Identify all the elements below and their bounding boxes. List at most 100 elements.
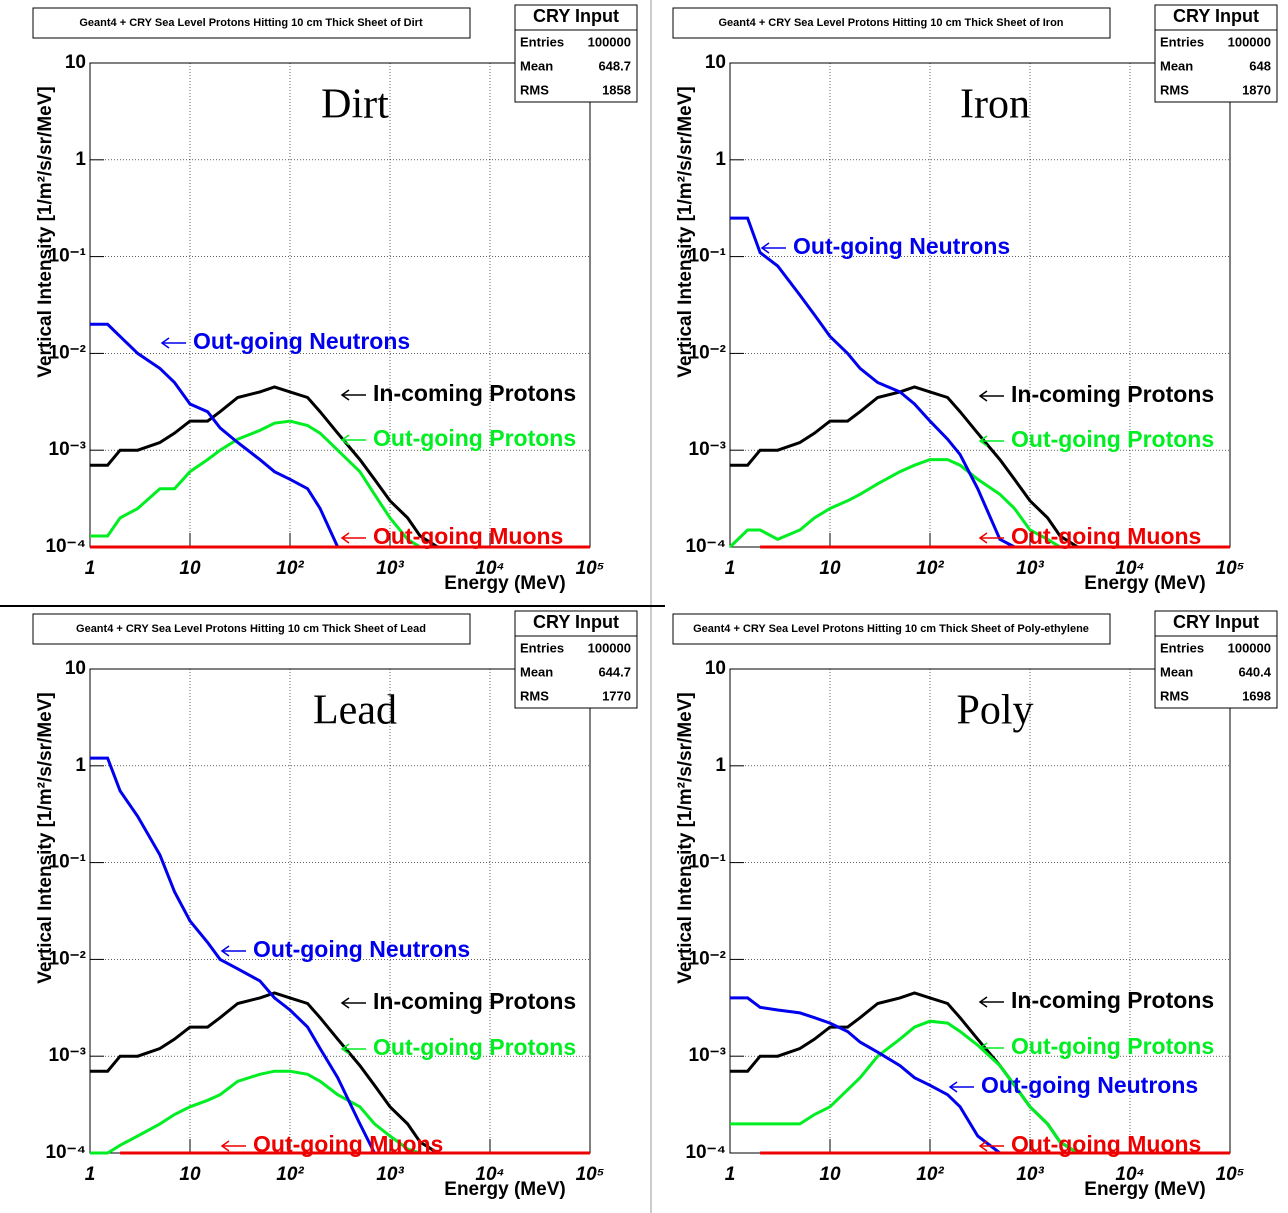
y-tick-label: 10 — [705, 52, 726, 73]
x-tick-label: 10 — [179, 558, 201, 579]
series-line — [728, 458, 1230, 549]
x-tick-label: 10 — [819, 558, 841, 579]
stats-label: RMS — [1160, 82, 1189, 97]
chart-panel: 10⁻⁴ 10⁻³ 10⁻² 10⁻¹ 1 10 1 10 10² 10³ 10⁴ 10⁵ In-com… — [32, 610, 638, 1200]
y-tick-label: 10 — [65, 658, 86, 679]
stats-box — [1154, 4, 1278, 103]
stats-value: 100000 — [1228, 640, 1271, 655]
label-arrowhead — [340, 532, 350, 544]
annotation: Iron — [960, 82, 1030, 128]
y-axis-label: Vertical Intensity [1/m²/s/sr/MeV] — [675, 86, 696, 377]
stats-value: 648.7 — [598, 58, 631, 73]
label-arrowhead — [978, 996, 988, 1008]
label-arrowhead — [978, 1042, 988, 1054]
title-box — [32, 7, 471, 39]
label-arrowhead — [978, 390, 988, 402]
stats-label: Entries — [1160, 640, 1204, 655]
x-tick-label: 1 — [725, 1164, 736, 1185]
annotation: Dirt — [321, 82, 389, 128]
y-tick-label: 10⁻³ — [689, 1045, 727, 1066]
label-arrowhead — [340, 434, 350, 446]
title-box — [672, 7, 1111, 39]
label-arrowhead — [340, 389, 350, 401]
title-box — [672, 613, 1111, 645]
series-label: Out-going Muons — [253, 1131, 443, 1157]
label-arrowhead — [978, 1140, 988, 1152]
series-line — [90, 1069, 590, 1155]
stats-label: Entries — [520, 34, 564, 49]
series-label: Out-going Protons — [1011, 426, 1214, 452]
y-tick-label: 10⁻³ — [49, 439, 87, 460]
x-tick-label: 10⁵ — [1216, 558, 1245, 579]
x-tick-label: 1 — [85, 1164, 96, 1185]
series-label: Out-going Muons — [373, 523, 563, 549]
series-label: Out-going Protons — [373, 1034, 576, 1060]
y-tick-label: 1 — [715, 755, 726, 776]
x-tick-label: 10³ — [376, 1164, 404, 1185]
annotation: Lead — [313, 688, 397, 734]
plot-area — [89, 668, 591, 1154]
stats-title: CRY Input — [533, 612, 619, 632]
y-axis-label: Vertical Intensity [1/m²/s/sr/MeV] — [35, 692, 56, 983]
y-tick-label: 10⁻² — [689, 948, 727, 969]
series-label: In-coming Protons — [1011, 381, 1214, 407]
series-label: Out-going Protons — [373, 425, 576, 451]
stats-title: CRY Input — [533, 6, 619, 26]
series-label: Out-going Muons — [1011, 1131, 1201, 1157]
stats-label: Mean — [1160, 664, 1193, 679]
chart-title: Geant4 + CRY Sea Level Protons Hitting 1… — [76, 623, 426, 635]
stats-label: Entries — [520, 640, 564, 655]
y-tick-label: 10⁻¹ — [689, 852, 727, 873]
y-tick-label: 1 — [75, 755, 86, 776]
chart-panel: 10⁻⁴ 10⁻³ 10⁻² 10⁻¹ 1 10 1 10 10² 10³ 10⁴ 10⁵ In-com… — [32, 4, 638, 594]
x-tick-label: 10³ — [1016, 1164, 1044, 1185]
y-tick-label: 10⁻³ — [689, 439, 727, 460]
label-arrowhead — [978, 532, 988, 544]
title-box — [32, 613, 471, 645]
x-tick-label: 10⁵ — [576, 1164, 605, 1185]
series-label: In-coming Protons — [1011, 987, 1214, 1013]
stats-label: Entries — [1160, 34, 1204, 49]
x-tick-label: 10⁵ — [576, 558, 605, 579]
stats-value: 100000 — [588, 34, 631, 49]
label-arrowhead — [948, 1081, 958, 1093]
series-label: Out-going Neutrons — [253, 936, 470, 962]
stats-box — [514, 610, 638, 709]
x-axis-label: Energy (MeV) — [1084, 573, 1205, 594]
series-label: Out-going Muons — [1011, 523, 1201, 549]
stats-label: Mean — [1160, 58, 1193, 73]
stats-label: RMS — [520, 688, 549, 703]
x-axis-label: Energy (MeV) — [1084, 1179, 1205, 1200]
plot-area — [89, 62, 591, 548]
x-axis-label: Energy (MeV) — [444, 573, 565, 594]
y-tick-label: 1 — [715, 149, 726, 170]
series-line — [90, 419, 590, 549]
stats-value: 1870 — [1242, 82, 1271, 97]
y-tick-label: 10⁻¹ — [49, 246, 87, 267]
chart-panel: 10⁻⁴ 10⁻³ 10⁻² 10⁻¹ 1 10 1 10 10² 10³ 10⁴ 10⁵ In-com… — [672, 610, 1278, 1200]
series-line — [90, 385, 590, 549]
label-arrowhead — [760, 242, 770, 254]
x-tick-label: 10 — [179, 1164, 201, 1185]
plot-area — [729, 668, 1231, 1154]
x-tick-label: 10² — [276, 558, 304, 579]
chart-title: Geant4 + CRY Sea Level Protons Hitting 1… — [79, 17, 423, 29]
x-tick-label: 10² — [276, 1164, 304, 1185]
series-line — [90, 991, 590, 1155]
y-tick-label: 10⁻² — [49, 342, 87, 363]
y-tick-label: 10 — [65, 52, 86, 73]
stats-value: 1770 — [602, 688, 631, 703]
label-arrowhead — [978, 435, 988, 447]
stats-value: 640.4 — [1238, 664, 1271, 679]
chart-title: Geant4 + CRY Sea Level Protons Hitting 1… — [718, 17, 1063, 29]
label-arrowhead — [340, 997, 350, 1009]
stats-label: Mean — [520, 58, 553, 73]
series-label: Out-going Neutrons — [793, 233, 1010, 259]
y-tick-label: 10⁻² — [689, 342, 727, 363]
label-arrowhead — [340, 1043, 350, 1055]
y-tick-label: 10⁻² — [49, 948, 87, 969]
y-axis-label: Vertical Intensity [1/m²/s/sr/MeV] — [675, 692, 696, 983]
label-arrowhead — [220, 1140, 230, 1152]
y-tick-label: 1 — [75, 149, 86, 170]
stats-box — [514, 4, 638, 103]
